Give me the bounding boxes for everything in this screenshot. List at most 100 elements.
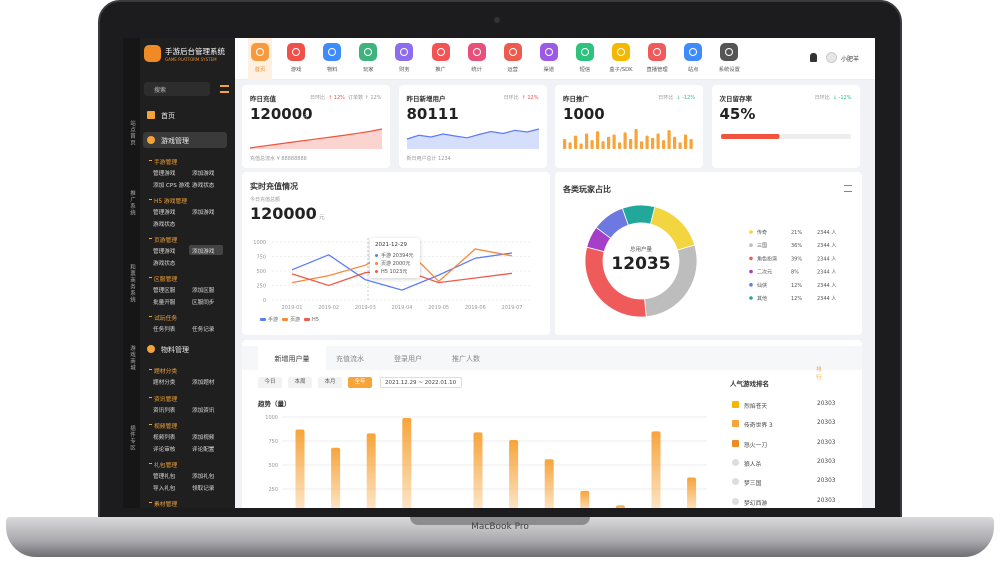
card-compare: 日环比 ↓ -12%	[658, 94, 695, 101]
menu-home[interactable]: 首页	[161, 112, 175, 120]
menu-item[interactable]: 添加礼包	[192, 474, 215, 480]
compare-change: ↓ -12%	[832, 95, 852, 101]
nav-icon[interactable]	[251, 43, 269, 61]
menu-item[interactable]: 管理游戏	[153, 171, 176, 177]
nav-label[interactable]: 盒子/SDK	[609, 67, 633, 73]
menu-item[interactable]: 添加 CPS 游戏	[153, 182, 190, 189]
nav-icon[interactable]	[539, 43, 558, 61]
y-tick-label: 750	[268, 439, 278, 445]
menu-item[interactable]: 管理游戏	[153, 249, 176, 255]
nav-icon[interactable]	[720, 43, 739, 61]
nav-label[interactable]: 运营	[507, 67, 518, 73]
tab[interactable]: 推广人数	[452, 355, 480, 363]
menu-item[interactable]: 管理游戏	[153, 210, 176, 216]
date-picker[interactable]: 2021.12.29 ~ 2022.01.10	[380, 377, 462, 388]
nav-icon[interactable]	[575, 43, 594, 61]
menu-item[interactable]: 题材分类	[153, 380, 176, 386]
tab[interactable]: 登录用户	[394, 355, 422, 363]
nav-label[interactable]: 渠道	[543, 67, 555, 73]
series-line	[291, 252, 513, 291]
menu-item[interactable]: 添加游戏	[192, 249, 215, 255]
nav-label[interactable]: 系统设置	[718, 67, 740, 73]
nav-icon[interactable]	[684, 43, 703, 61]
nav-icon[interactable]	[287, 43, 306, 61]
menu-item[interactable]: 批量开服	[153, 299, 176, 306]
menu-item[interactable]: 领取记录	[192, 485, 215, 492]
menu-group[interactable]: 礼包管理	[154, 463, 178, 469]
nav-icon[interactable]	[395, 43, 414, 61]
menu-group[interactable]: 区服管理	[154, 277, 178, 283]
menu-item[interactable]: 管理礼包	[153, 474, 176, 480]
menu-item[interactable]: 添加游戏	[192, 210, 215, 216]
nav-label[interactable]: 直播管理	[646, 67, 668, 73]
menu-group[interactable]: H5 游戏管理	[154, 199, 188, 205]
menu-item[interactable]: 添加题材	[192, 380, 215, 386]
bar	[687, 477, 697, 508]
menu-group[interactable]: 试玩任务	[154, 316, 178, 322]
menu-item[interactable]: 管理区服	[153, 288, 176, 294]
menu-group[interactable]: 素材管理	[154, 502, 178, 508]
period-button[interactable]: 今日	[258, 377, 282, 388]
menu-section[interactable]: 游戏管理	[161, 137, 189, 145]
bell-icon[interactable]	[810, 53, 817, 62]
menu-item[interactable]: 游戏状态	[153, 221, 176, 228]
nav-label[interactable]: 首页	[254, 67, 266, 73]
rank-value: 20303	[817, 439, 836, 446]
menu-icon[interactable]	[844, 185, 852, 192]
nav-icon[interactable]	[359, 43, 378, 61]
menu-item[interactable]: 添加资讯	[192, 407, 215, 414]
menu-item[interactable]: 导入礼包	[153, 485, 176, 492]
search-box[interactable]: 搜索	[144, 82, 210, 96]
rank-name: 梦三国	[744, 481, 762, 488]
card-value: 120000	[250, 105, 313, 123]
nav-label[interactable]: 短信	[579, 67, 591, 73]
rank-name: 梦幻西游	[744, 500, 768, 507]
menu-item[interactable]: 添加视频	[192, 435, 215, 441]
period-button[interactable]: 全年	[348, 377, 372, 388]
chart	[406, 128, 539, 149]
tooltip: 2021-12-29 手游 20394元 页游 2000元 H5 1023元	[370, 238, 420, 278]
nav-label[interactable]: 推广	[435, 67, 446, 73]
menu-item[interactable]: 评论审核	[153, 446, 176, 453]
donut-segment	[649, 206, 696, 251]
nav-label[interactable]: 统计	[471, 67, 482, 73]
menu-group[interactable]: 页游管理	[154, 238, 178, 244]
menu-item[interactable]: 区服同步	[192, 299, 215, 306]
menu-section[interactable]: 物料管理	[161, 346, 189, 354]
nav-label[interactable]: 站点	[687, 67, 699, 73]
menu-item[interactable]: 任务记录	[192, 327, 215, 333]
y-tick-label: 1000	[253, 240, 266, 246]
menu-item[interactable]: 视频列表	[153, 435, 176, 441]
menu-group[interactable]: 资讯管理	[154, 396, 178, 403]
menu-group[interactable]: 题材分类	[154, 369, 178, 375]
nav-label[interactable]: 玩家	[362, 67, 374, 73]
nav-icon[interactable]	[503, 43, 522, 61]
menu-group[interactable]: 视频管理	[154, 424, 178, 430]
tab[interactable]: 充值流水	[336, 355, 364, 363]
period-button[interactable]: 本周	[288, 377, 312, 388]
spark-bar	[656, 133, 660, 149]
nav-icon[interactable]	[323, 43, 342, 61]
nav-icon[interactable]	[648, 43, 667, 61]
nav-label[interactable]: 物料	[326, 67, 338, 73]
ranking-more[interactable]: 排行	[816, 367, 822, 381]
menu-toggle[interactable]	[220, 85, 229, 93]
menu-item[interactable]: 添加游戏	[192, 171, 215, 177]
menu-item[interactable]: 评论配置	[192, 446, 215, 453]
user-name[interactable]: 小肥羊	[841, 56, 860, 63]
nav-icon[interactable]	[431, 43, 450, 61]
menu-item[interactable]: 游戏状态	[192, 182, 215, 189]
menu-item[interactable]: 游戏状态	[153, 260, 176, 267]
avatar[interactable]	[826, 52, 837, 63]
menu-group[interactable]: 手游管理	[154, 160, 178, 166]
nav-label[interactable]: 游戏	[290, 67, 302, 73]
nav-icon[interactable]	[612, 43, 630, 61]
menu-item[interactable]: 资讯列表	[153, 407, 176, 414]
tab[interactable]: 新增用户量	[274, 355, 310, 363]
period-button[interactable]: 本月	[318, 377, 342, 388]
menu-item[interactable]: 任务列表	[153, 327, 176, 333]
nav-icon[interactable]	[467, 43, 486, 61]
nav-label[interactable]: 财务	[399, 67, 410, 73]
rail	[123, 38, 140, 508]
menu-item[interactable]: 添加区服	[192, 288, 215, 294]
